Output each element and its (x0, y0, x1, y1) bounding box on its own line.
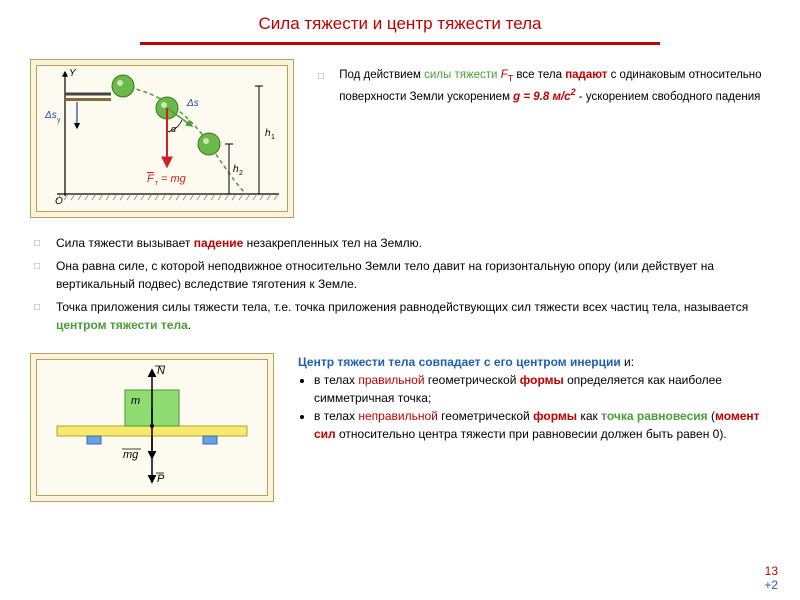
svg-text:Δs: Δs (44, 110, 57, 121)
t: - ускорением свободного падения (576, 91, 761, 103)
g-value: g = 9.8 м/с (513, 91, 570, 103)
svg-text:y: y (57, 117, 61, 124)
bullet-item: Сила тяжести вызывает падение незакрепле… (34, 234, 770, 253)
diagram1-inner: YOΔsyΔsαFт = mgh1h2 (36, 65, 288, 212)
t: в телах (314, 409, 358, 423)
t: незакрепленных тел на Землю. (243, 236, 422, 250)
t: все тела (513, 69, 565, 81)
svg-text:т: т (155, 180, 159, 187)
bottom-section: m Nmg P Центр тяжести тела совпадает с его… (0, 349, 800, 502)
svg-text:Y: Y (69, 68, 77, 79)
t: Сила тяжести вызывает (56, 236, 194, 250)
diagram2-frame: m Nmg P (30, 353, 274, 502)
bullet-item: Точка приложения силы тяжести тела, т.е.… (34, 298, 770, 335)
t: точка равновесия (601, 409, 707, 423)
svg-text:= mg: = mg (161, 173, 187, 185)
svg-text:α: α (171, 124, 177, 134)
section2-list: в телах правильной геометрической формы … (298, 371, 770, 443)
list-item: в телах правильной геометрической формы … (314, 371, 770, 407)
f-symbol: F (501, 69, 508, 81)
intro-paragraph: □ Под действием силы тяжести FТ все тела… (318, 59, 770, 106)
t: неправильной (358, 409, 437, 423)
diagram1-svg: YOΔsyΔsαFт = mgh1h2 (37, 66, 287, 206)
bullet-marker: □ (318, 69, 336, 84)
t: относительно центра тяжести при равновес… (336, 427, 727, 441)
footer-extra: +2 (764, 578, 778, 592)
t: как (577, 409, 601, 423)
section2-text: Центр тяжести тела совпадает с его центр… (298, 353, 770, 443)
t: падают (565, 69, 607, 81)
svg-text:mg: mg (123, 449, 139, 461)
svg-text:1: 1 (271, 134, 275, 141)
svg-text:2: 2 (239, 170, 243, 177)
top-section: YOΔsyΔsαFт = mgh1h2 □ Под действием силы… (0, 59, 800, 228)
title-underline (140, 42, 660, 45)
intro-text: Под действием силы тяжести FТ все тела п… (339, 67, 769, 106)
t: Точка приложения силы тяжести тела, т.е.… (56, 300, 748, 314)
t: в телах (314, 373, 358, 387)
t: ( (708, 409, 715, 423)
svg-text:P: P (157, 473, 165, 485)
t: . (188, 318, 191, 332)
diagram1-frame: YOΔsyΔsαFт = mgh1h2 (30, 59, 294, 218)
diagram2-svg: m Nmg P (37, 360, 267, 490)
page-number: 13 (764, 564, 778, 578)
page-footer: 13 +2 (764, 564, 778, 592)
list-item: в телах неправильной геометрической форм… (314, 407, 770, 443)
center-heading: Центр тяжести тела совпадает с его центр… (298, 355, 621, 369)
slide-title: Сила тяжести и центр тяжести тела (0, 0, 800, 42)
svg-text:Δs: Δs (186, 98, 199, 109)
t: падение (194, 236, 244, 250)
t: формы (520, 373, 564, 387)
t: и: (621, 355, 634, 369)
t: правильной (358, 373, 424, 387)
svg-text:N: N (157, 365, 165, 377)
diagram2-inner: m Nmg P (36, 359, 268, 496)
bullet-list: Сила тяжести вызывает падение незакрепле… (0, 228, 800, 349)
svg-text:F: F (147, 173, 155, 185)
svg-text:m: m (131, 395, 140, 407)
title-text: Сила тяжести и центр тяжести тела (259, 14, 542, 33)
t: Под действием (339, 69, 424, 81)
t: геометрической (425, 373, 520, 387)
t: геометрической (438, 409, 533, 423)
t: центром тяжести тела (56, 318, 188, 332)
t: формы (533, 409, 577, 423)
t: силы тяжести (424, 69, 501, 81)
bullet-item: Она равна силе, с которой неподвижное от… (34, 257, 770, 294)
